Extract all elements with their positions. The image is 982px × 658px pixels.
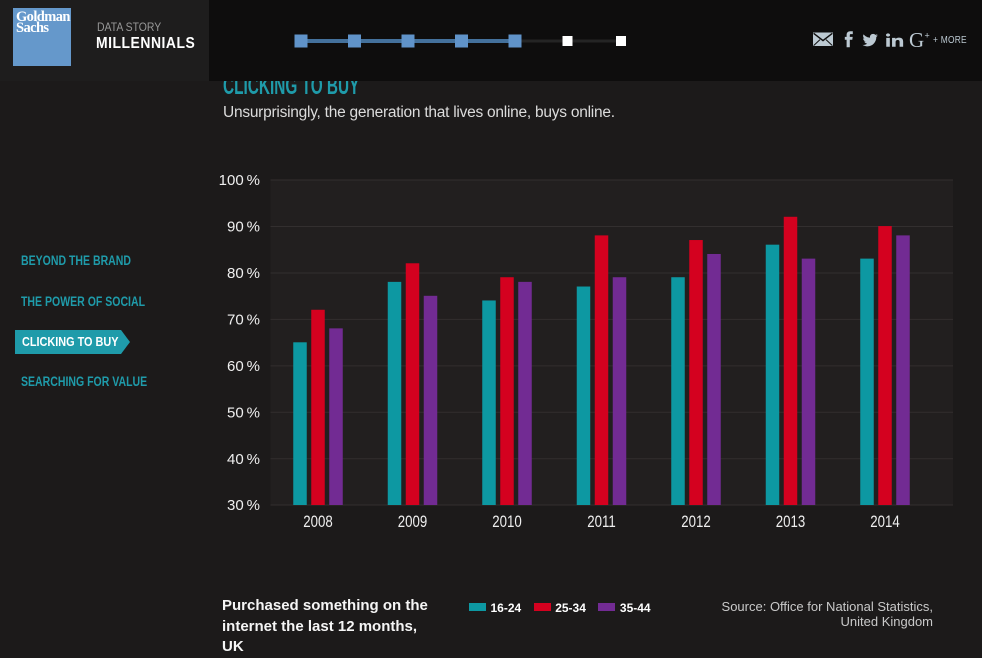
svg-text:80 %: 80 % xyxy=(227,265,260,282)
svg-text:2013: 2013 xyxy=(776,513,805,532)
svg-text:2009: 2009 xyxy=(398,513,427,532)
svg-text:50 %: 50 % xyxy=(227,404,260,421)
svg-text:70 %: 70 % xyxy=(227,311,260,328)
svg-text:60 %: 60 % xyxy=(227,358,260,375)
svg-text:2010: 2010 xyxy=(492,513,521,532)
svg-text:2011: 2011 xyxy=(587,513,615,532)
svg-text:90 %: 90 % xyxy=(227,219,260,236)
svg-text:G: G xyxy=(909,29,924,51)
svg-text:40 %: 40 % xyxy=(227,451,260,468)
svg-text:+: + xyxy=(925,31,930,41)
svg-text:30 %: 30 % xyxy=(227,497,260,514)
svg-text:100 %: 100 % xyxy=(219,172,260,189)
svg-text:2012: 2012 xyxy=(681,513,710,532)
svg-text:2008: 2008 xyxy=(303,513,332,532)
svg-text:2014: 2014 xyxy=(870,513,900,532)
